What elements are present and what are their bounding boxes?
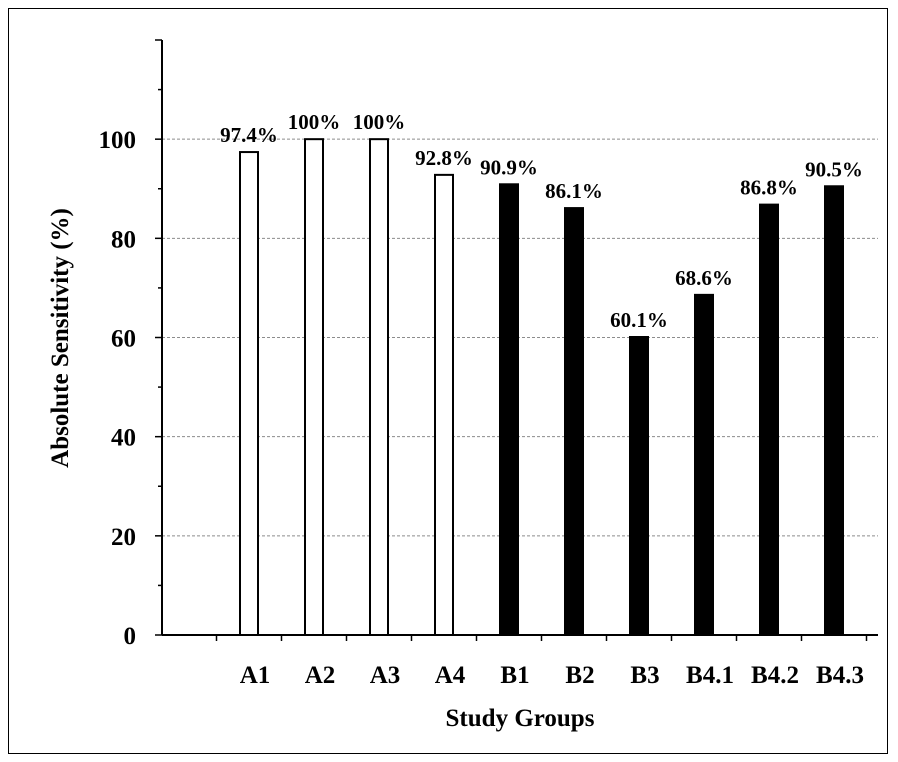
- x-tick-B3: B3: [630, 662, 659, 689]
- axes: [155, 39, 878, 641]
- data-labels: 97.4% 100% 100% 92.8% 90.9% 86.1% 60.1% 68.6% 86…: [220, 110, 863, 332]
- bar-A1: [239, 151, 259, 637]
- bar-B4.2: [759, 203, 779, 636]
- x-tick-B1: B1: [500, 662, 529, 689]
- x-tick-B4.2: B4.2: [751, 662, 799, 689]
- data-label-B1: 90.9%: [480, 155, 538, 179]
- y-tick-40: 40: [111, 425, 136, 452]
- data-label-B3: 60.1%: [610, 308, 668, 332]
- y-tick-60: 60: [111, 326, 136, 353]
- bars: [239, 138, 844, 637]
- x-tick-labels: A1 A2 A3 A4 B1 B2 B3 B4.1 B4.2 B4.3: [240, 662, 864, 689]
- x-tick-A4: A4: [435, 662, 466, 689]
- y-tick-80: 80: [111, 226, 136, 253]
- bar-B3: [629, 336, 649, 636]
- x-tick-B4.1: B4.1: [686, 662, 734, 689]
- bar-B2: [564, 207, 584, 636]
- data-label-A2: 100%: [288, 110, 341, 134]
- y-tick-100: 100: [99, 127, 137, 154]
- y-tick-20: 20: [111, 524, 136, 551]
- bar-A4: [434, 173, 454, 636]
- bar-B4.1: [694, 293, 714, 636]
- x-tick-A3: A3: [370, 662, 401, 689]
- gridlines: [162, 138, 878, 537]
- data-label-A4: 92.8%: [415, 146, 473, 170]
- x-tick-B2: B2: [565, 662, 594, 689]
- y-axis-title: Absolute Sensitivity (%): [47, 208, 74, 468]
- x-axis-title: Study Groups: [446, 705, 595, 732]
- data-label-B4.1: 68.6%: [675, 266, 733, 290]
- x-tick-B4.3: B4.3: [816, 662, 864, 689]
- y-tick-0: 0: [124, 623, 137, 650]
- bar-A2: [304, 138, 324, 637]
- data-label-B2: 86.1%: [545, 179, 603, 203]
- bar-B1: [499, 183, 519, 636]
- data-label-B4.2: 86.8%: [740, 176, 798, 200]
- data-label-A1: 97.4%: [220, 123, 278, 147]
- data-label-A3: 100%: [353, 110, 406, 134]
- chart-frame: [8, 8, 888, 754]
- x-tick-A2: A2: [305, 662, 336, 689]
- y-tick-labels: 0 20 40 60 80 100: [99, 127, 137, 650]
- data-label-B4.3: 90.5%: [805, 157, 863, 181]
- x-tick-A1: A1: [240, 662, 271, 689]
- bar-B4.3: [824, 185, 844, 636]
- bar-A3: [369, 138, 389, 637]
